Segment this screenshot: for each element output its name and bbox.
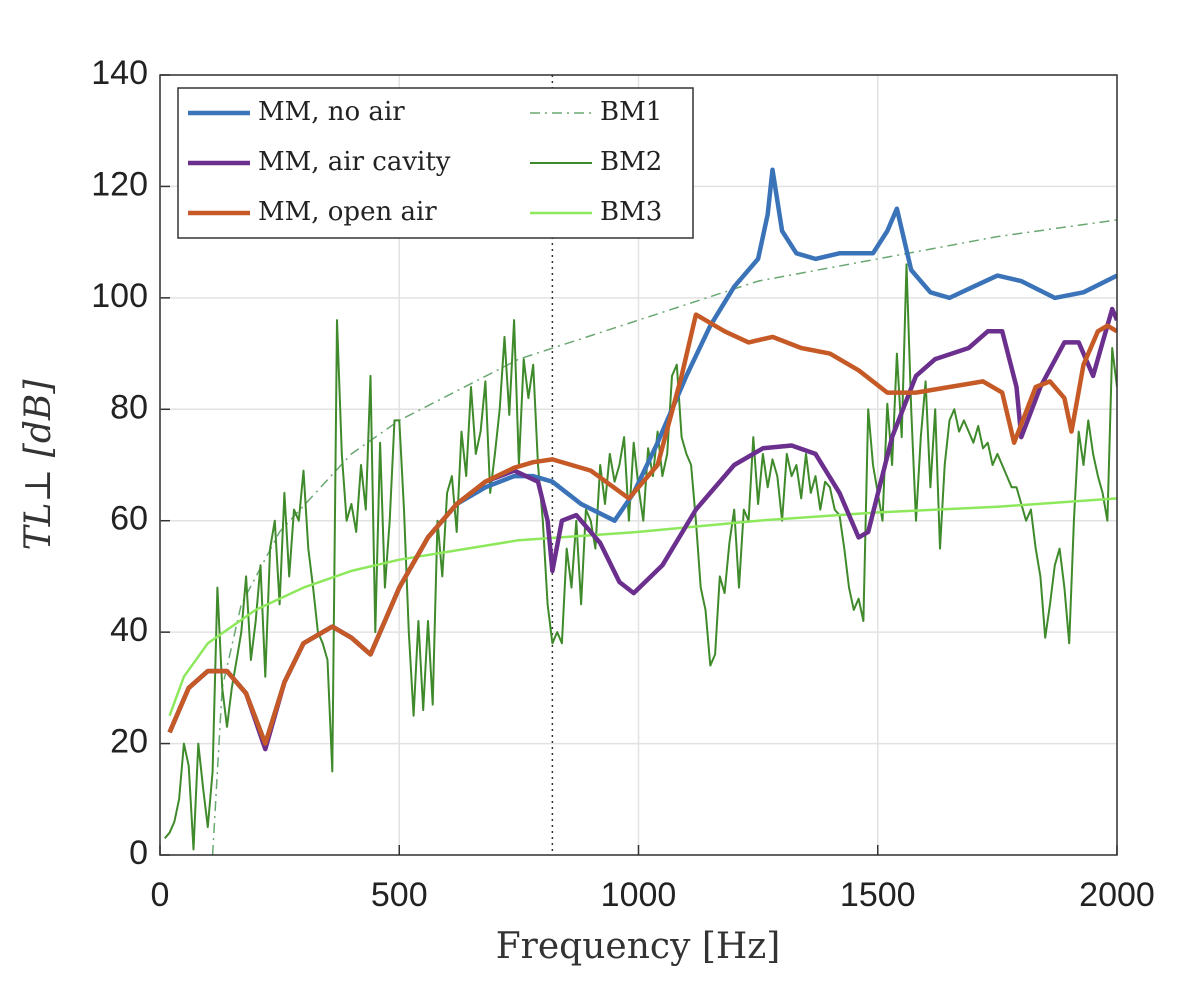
- series-line: [167, 167, 1117, 746]
- x-axis-label: Frequency [Hz]: [496, 926, 781, 967]
- legend-label: BM2: [600, 147, 662, 177]
- legend-label: MM, no air: [258, 97, 405, 127]
- legend-box: [177, 87, 694, 239]
- legend-label: MM, open air: [258, 197, 437, 227]
- legend-label: MM, air cavity: [258, 147, 451, 177]
- x-tick-label: 500: [371, 876, 428, 914]
- legend-label: BM1: [600, 97, 662, 127]
- y-tick-label: 120: [91, 165, 148, 203]
- legend-label: BM3: [600, 197, 662, 227]
- x-tick-label: 2000: [1079, 876, 1155, 914]
- y-tick-label: 20: [110, 723, 148, 761]
- x-tick-label: 1000: [601, 876, 677, 914]
- series-line: [168, 497, 1117, 717]
- series-line: [164, 263, 1117, 851]
- y-tick-label: 100: [91, 277, 148, 315]
- y-tick-label: 140: [91, 54, 148, 92]
- y-tick-label: 0: [129, 834, 148, 872]
- y-tick-label: 60: [110, 500, 148, 538]
- series-line: [167, 306, 1117, 752]
- series-line: [211, 219, 1117, 855]
- y-axis-label: TL⊥ [dB]: [18, 379, 59, 551]
- x-tick-label: 1500: [840, 876, 916, 914]
- y-tick-label: 40: [110, 611, 148, 649]
- x-tick-label: 0: [151, 876, 170, 914]
- series-line: [167, 312, 1117, 746]
- y-tick-label: 80: [110, 388, 148, 426]
- plot-frame: [159, 74, 1118, 856]
